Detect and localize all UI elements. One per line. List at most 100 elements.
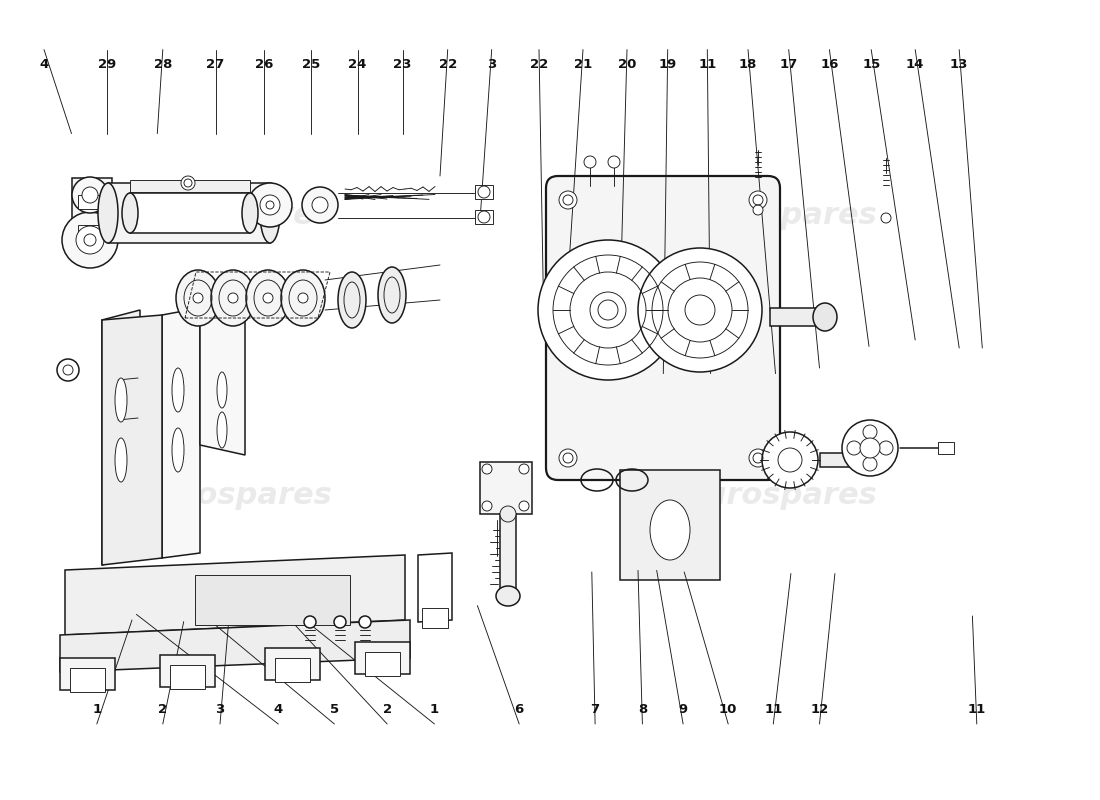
Circle shape [482,501,492,511]
Text: 19: 19 [659,58,676,70]
Bar [160,655,215,687]
Text: 28: 28 [154,58,172,70]
Text: 10: 10 [719,703,737,716]
Polygon shape [102,315,162,565]
Ellipse shape [172,368,184,412]
Text: 1: 1 [430,703,439,716]
Text: 2: 2 [158,703,167,716]
Ellipse shape [246,270,290,326]
Text: 5: 5 [330,703,339,716]
Bar [195,575,350,625]
Text: 2: 2 [383,703,392,716]
Circle shape [263,293,273,303]
Ellipse shape [217,372,227,408]
Circle shape [881,213,891,223]
Circle shape [76,226,104,254]
Circle shape [842,420,898,476]
Circle shape [192,293,204,303]
Ellipse shape [879,441,893,455]
Circle shape [260,195,280,215]
Text: 9: 9 [679,703,688,716]
Ellipse shape [813,303,837,331]
Circle shape [519,464,529,474]
Text: 3: 3 [487,58,496,70]
Circle shape [72,177,108,213]
Bar [170,665,205,689]
Ellipse shape [847,441,861,455]
Circle shape [754,205,763,215]
Text: 4: 4 [274,703,283,716]
Text: 26: 26 [255,58,273,70]
Circle shape [334,616,346,628]
Text: 14: 14 [906,58,924,70]
Circle shape [590,292,626,328]
Ellipse shape [864,457,877,471]
Text: eurospares: eurospares [140,482,333,510]
Circle shape [312,197,328,213]
Text: 18: 18 [739,58,757,70]
Circle shape [559,449,578,467]
Polygon shape [102,310,140,565]
Text: 27: 27 [207,58,224,70]
Ellipse shape [217,412,227,448]
Ellipse shape [378,267,406,323]
Ellipse shape [242,193,258,233]
Ellipse shape [280,270,324,326]
Text: eurospares: eurospares [684,202,878,230]
Circle shape [84,234,96,246]
Ellipse shape [496,586,520,606]
Text: 4: 4 [40,58,48,70]
Text: 11: 11 [764,703,782,716]
Text: 13: 13 [950,58,968,70]
Bar [475,185,493,199]
Circle shape [749,191,767,209]
Polygon shape [60,620,410,672]
Text: 17: 17 [780,58,798,70]
Bar [770,308,825,326]
Circle shape [519,501,529,511]
Text: 21: 21 [574,58,592,70]
Bar [365,652,400,676]
Text: 29: 29 [98,58,116,70]
Circle shape [302,187,338,223]
Ellipse shape [211,270,255,326]
Text: 7: 7 [591,703,600,716]
Circle shape [860,438,880,458]
Circle shape [749,449,767,467]
FancyBboxPatch shape [546,176,780,480]
Ellipse shape [116,378,127,422]
Circle shape [538,240,678,380]
Bar [130,193,250,233]
Ellipse shape [864,425,877,439]
Text: 25: 25 [302,58,320,70]
Text: 22: 22 [530,58,548,70]
Ellipse shape [338,272,366,328]
Polygon shape [72,178,112,248]
Ellipse shape [122,193,138,233]
Ellipse shape [98,183,118,243]
Bar [70,668,104,692]
Text: 11: 11 [698,58,716,70]
Circle shape [778,448,802,472]
Circle shape [638,248,762,372]
Ellipse shape [500,506,516,522]
Text: 8: 8 [638,703,647,716]
Bar [938,442,954,454]
Circle shape [304,616,316,628]
Bar [500,514,516,596]
Polygon shape [620,470,721,580]
Bar [130,180,250,192]
Circle shape [248,183,292,227]
Bar [475,210,493,224]
Circle shape [584,156,596,168]
Bar [355,642,410,674]
Bar [78,195,104,209]
Text: 15: 15 [862,58,880,70]
Circle shape [228,293,238,303]
Bar [820,453,860,467]
Text: eurospares: eurospares [684,482,878,510]
Bar [78,225,104,239]
Text: 1: 1 [92,703,101,716]
Circle shape [359,616,371,628]
Text: 16: 16 [821,58,838,70]
